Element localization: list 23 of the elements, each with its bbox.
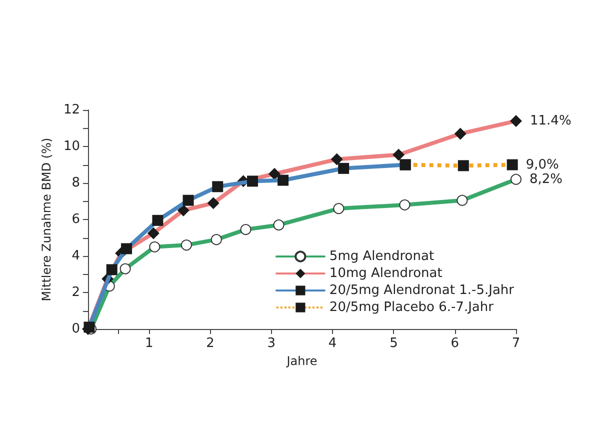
x-axis-title: Jahre	[286, 354, 318, 368]
y-tick-label: 2	[72, 285, 80, 300]
y-tick-label: 10	[63, 139, 80, 154]
x-tick-label: 3	[267, 336, 276, 351]
x-tick-label: 4	[328, 336, 337, 351]
data-label: 9,0%	[526, 157, 559, 172]
y-tick-label: 0	[72, 322, 80, 336]
x-tick-label: 2	[206, 336, 214, 351]
legend-label: 5mg Alendronat	[329, 249, 434, 264]
y-tick-label: 6	[72, 212, 80, 227]
x-tick-label: 5	[390, 336, 398, 351]
x-tick-label: 7	[512, 336, 520, 351]
data-label: 11.4%	[530, 113, 572, 128]
legend-label: 20/5mg Alendronat 1.-5.Jahr	[329, 283, 515, 298]
legend-label: 10mg Alendronat	[329, 266, 442, 281]
data-label: 8,2%	[530, 172, 563, 187]
y-tick-label: 4	[72, 248, 80, 264]
x-tick-label: 1	[145, 336, 154, 351]
y-tick-label: 12	[63, 102, 80, 118]
y-tick-label: 8	[72, 176, 80, 190]
x-tick-label: 6	[450, 336, 459, 351]
y-axis-title: Mittlere Zunahme BMD (%)	[40, 138, 54, 302]
legend-label: 20/5mg Placebo 6.-7.Jahr	[329, 300, 494, 315]
